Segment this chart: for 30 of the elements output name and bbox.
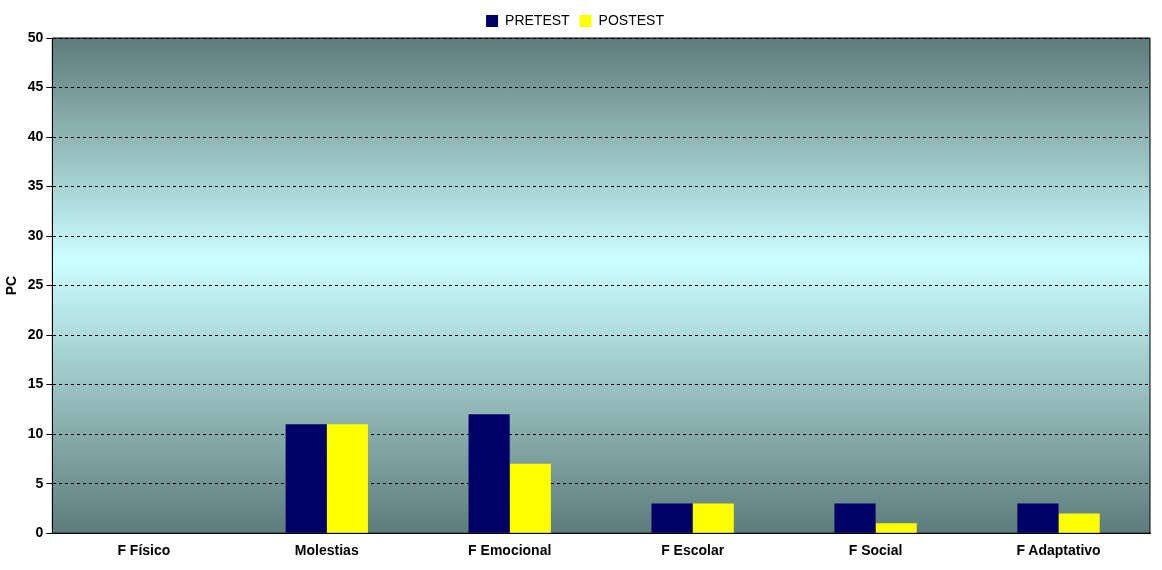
x-tick-label: F Escolar [661,542,725,559]
bar [875,523,917,533]
legend-label: PRETEST [505,11,571,28]
y-axis-title: PC [3,275,20,296]
y-tick-label: 5 [35,474,44,491]
bar [468,414,510,533]
y-tick-label: 40 [27,127,44,144]
x-tick-label: F Emocional [468,542,552,559]
bar [285,424,327,533]
bar [834,503,876,533]
y-tick-label: 15 [27,375,44,392]
bar [326,424,368,533]
legend-label: POSTEST [598,11,665,28]
bar [1017,503,1059,533]
y-tick-label: 20 [27,325,44,342]
y-tick-label: 30 [27,226,44,243]
x-tick-label: Molestias [294,542,359,559]
bar [651,503,693,533]
y-tick-label: 45 [27,78,44,95]
y-tick-label: 25 [27,276,44,293]
y-tick-label: 10 [27,425,44,442]
x-tick-label: F Social [848,542,903,559]
bar [692,503,734,533]
x-tick-label: F Físico [117,542,171,559]
x-tick-label: F Adaptativo [1016,542,1101,559]
y-tick-label: 35 [27,177,44,194]
bar [509,463,551,533]
y-tick-label: 50 [27,28,44,45]
bar [1058,513,1100,533]
y-tick-label: 0 [35,524,44,541]
